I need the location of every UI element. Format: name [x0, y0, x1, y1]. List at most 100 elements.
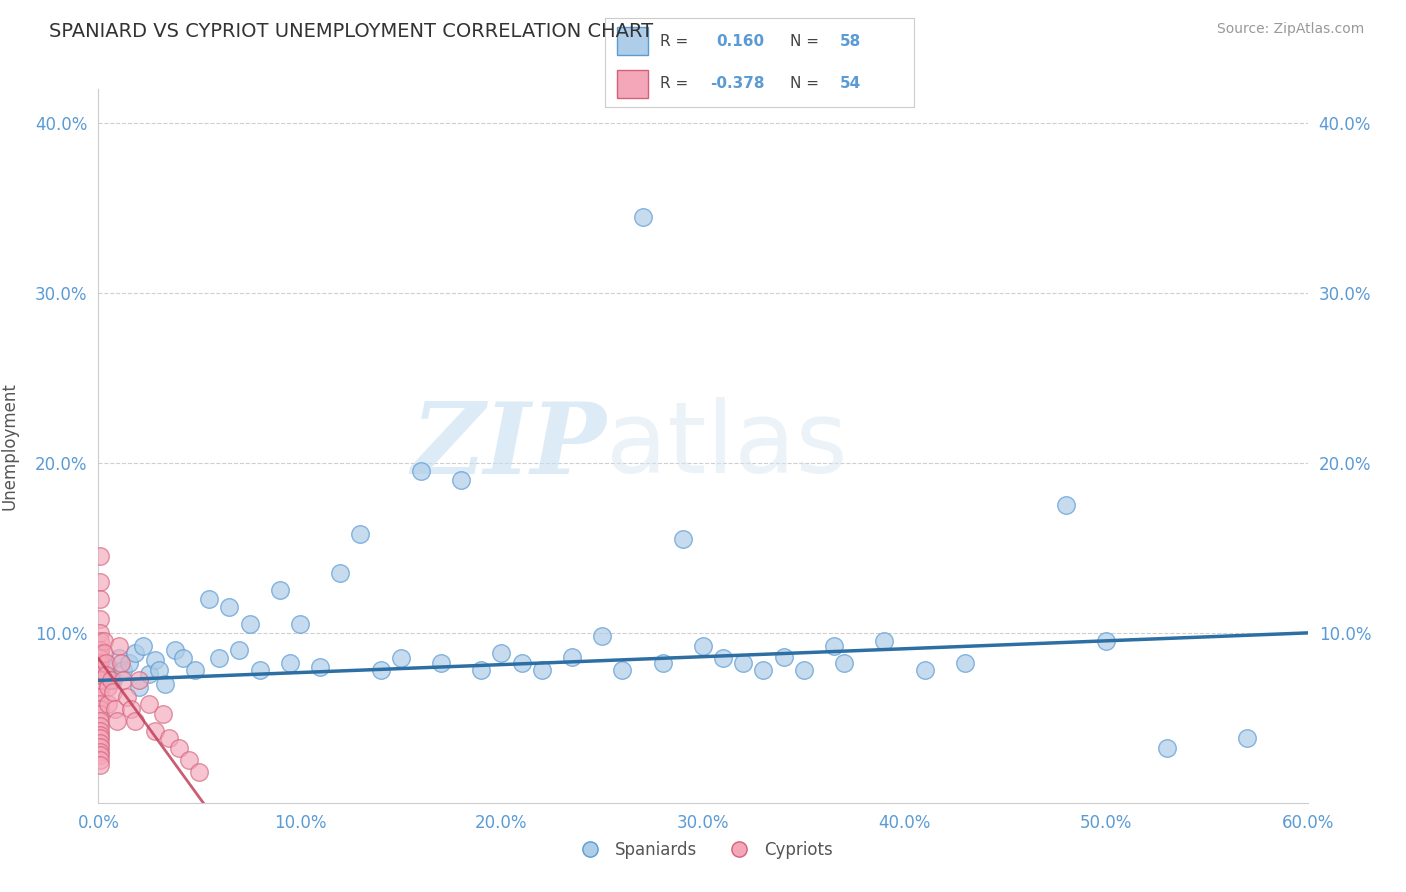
Point	[349, 527, 371, 541]
Point	[89, 748, 111, 763]
Point	[184, 663, 207, 677]
Point	[97, 680, 120, 694]
Point	[128, 673, 150, 688]
Point	[672, 533, 695, 547]
Point	[409, 465, 432, 479]
Point	[1054, 499, 1077, 513]
Point	[89, 663, 111, 677]
Point	[152, 707, 174, 722]
Point	[470, 663, 492, 677]
Point	[89, 643, 111, 657]
Point	[89, 753, 111, 767]
Point	[491, 646, 513, 660]
Point	[179, 753, 201, 767]
Point	[269, 583, 291, 598]
Point	[89, 657, 111, 671]
Point	[89, 591, 111, 606]
Point	[89, 680, 111, 694]
Point	[153, 677, 176, 691]
Text: R =: R =	[661, 34, 693, 48]
Point	[370, 663, 392, 677]
Point	[249, 663, 271, 677]
Point	[100, 673, 122, 688]
Point	[101, 685, 124, 699]
Point	[953, 657, 976, 671]
Point	[89, 728, 111, 742]
Point	[107, 640, 129, 654]
Point	[163, 643, 186, 657]
Point	[105, 714, 128, 729]
Point	[208, 651, 231, 665]
Point	[823, 640, 845, 654]
Point	[96, 668, 118, 682]
Point	[107, 651, 129, 665]
Point	[1095, 634, 1118, 648]
Point	[97, 660, 120, 674]
Point	[110, 657, 132, 671]
FancyBboxPatch shape	[617, 27, 648, 55]
Text: 0.160: 0.160	[716, 34, 763, 48]
Legend: Spaniards, Cypriots: Spaniards, Cypriots	[567, 835, 839, 866]
Point	[172, 651, 194, 665]
Point	[89, 634, 111, 648]
Text: atlas: atlas	[606, 398, 848, 494]
Point	[89, 745, 111, 759]
Text: 54: 54	[839, 77, 860, 91]
Point	[132, 640, 155, 654]
Point	[96, 657, 118, 671]
Point	[89, 719, 111, 733]
Point	[93, 668, 115, 682]
Point	[143, 653, 166, 667]
Text: SPANIARD VS CYPRIOT UNEMPLOYMENT CORRELATION CHART: SPANIARD VS CYPRIOT UNEMPLOYMENT CORRELA…	[49, 22, 654, 41]
Point	[772, 649, 794, 664]
Point	[89, 668, 111, 682]
Point	[832, 657, 855, 671]
Text: ZIP: ZIP	[412, 398, 606, 494]
Point	[198, 591, 221, 606]
Point	[138, 698, 160, 712]
Point	[1236, 731, 1258, 746]
Y-axis label: Unemployment: Unemployment	[0, 382, 18, 510]
Text: 58: 58	[839, 34, 860, 48]
Point	[89, 690, 111, 705]
Point	[228, 643, 250, 657]
Point	[793, 663, 815, 677]
Point	[89, 736, 111, 750]
Point	[128, 680, 150, 694]
Point	[138, 666, 160, 681]
Point	[89, 707, 111, 722]
Point	[115, 690, 138, 705]
Point	[450, 473, 472, 487]
FancyBboxPatch shape	[617, 70, 648, 98]
Point	[278, 657, 301, 671]
Point	[530, 663, 553, 677]
Point	[89, 673, 111, 688]
Point	[1156, 741, 1178, 756]
Point	[89, 739, 111, 754]
Point	[651, 657, 673, 671]
Point	[157, 731, 180, 746]
Point	[97, 698, 120, 712]
Point	[124, 646, 146, 660]
Point	[711, 651, 734, 665]
Point	[89, 731, 111, 746]
Point	[89, 651, 111, 665]
Point	[752, 663, 775, 677]
Point	[143, 724, 166, 739]
Point	[389, 651, 412, 665]
Point	[89, 714, 111, 729]
Point	[103, 702, 125, 716]
Point	[89, 758, 111, 772]
Point	[692, 640, 714, 654]
Point	[89, 574, 111, 589]
Point	[89, 685, 111, 699]
Point	[101, 673, 124, 688]
Text: N =: N =	[790, 77, 824, 91]
Point	[93, 646, 115, 660]
Point	[118, 657, 141, 671]
Point	[612, 663, 634, 677]
Point	[89, 612, 111, 626]
Point	[631, 210, 654, 224]
Text: R =: R =	[661, 77, 693, 91]
Point	[561, 649, 583, 664]
